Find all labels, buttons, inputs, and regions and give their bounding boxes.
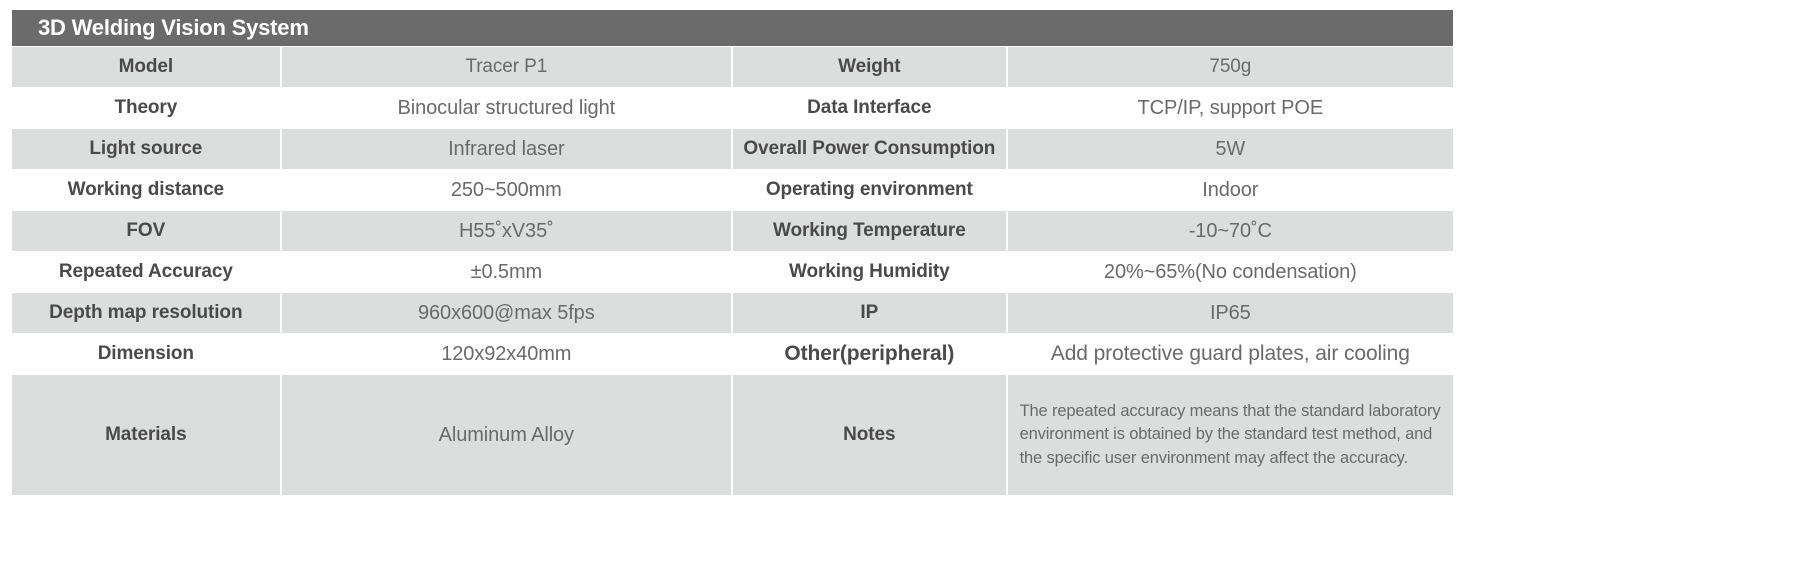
spec-value-fov: H55˚xV35˚: [281, 211, 731, 251]
value-text: Indoor: [1202, 178, 1259, 201]
value-text: 5W: [1215, 137, 1246, 160]
page-title: 3D Welding Vision System: [38, 15, 309, 40]
spec-label-materials: Materials: [12, 375, 280, 495]
table-row: Materials Aluminum Alloy Notes The repea…: [12, 375, 1453, 495]
spec-label-ip: IP: [733, 293, 1006, 333]
label-text: Overall Power Consumption: [743, 138, 996, 160]
spec-value-repeated-accuracy: ±0.5mm: [281, 252, 731, 292]
label-text: Materials: [105, 424, 187, 445]
notes-text: The repeated accuracy means that the sta…: [1019, 401, 1441, 467]
label-text: Other(peripheral): [784, 342, 955, 365]
value-text: 750g: [1209, 56, 1252, 77]
label-text: Working Temperature: [772, 220, 966, 241]
spec-value-weight: 750g: [1007, 47, 1453, 87]
value-text: IP65: [1209, 301, 1251, 324]
spec-value-operating-environment: Indoor: [1007, 170, 1453, 210]
value-text: -10~70˚C: [1188, 219, 1272, 242]
table-row: FOV H55˚xV35˚ Working Temperature -10~70…: [12, 211, 1453, 251]
spec-label-working-distance: Working distance: [12, 170, 280, 210]
spec-label-working-temperature: Working Temperature: [733, 211, 1006, 251]
table-row: Dimension 120x92x40mm Other(peripheral) …: [12, 334, 1453, 374]
spec-label-other-peripheral: Other(peripheral): [733, 334, 1006, 374]
label-text: Operating environment: [765, 179, 973, 200]
label-text: Depth map resolution: [49, 302, 243, 323]
spec-label-operating-environment: Operating environment: [733, 170, 1006, 210]
spec-value-notes: The repeated accuracy means that the sta…: [1007, 375, 1453, 495]
spec-label-theory: Theory: [12, 88, 280, 128]
value-text: 250~500mm: [450, 178, 562, 201]
value-text: 960x600@max 5fps: [418, 301, 595, 324]
table-row: Depth map resolution 960x600@max 5fps IP…: [12, 293, 1453, 333]
spec-value-working-humidity: 20%~65%(No condensation): [1007, 252, 1453, 292]
value-text: Aluminum Alloy: [438, 423, 574, 446]
spec-value-other-peripheral: Add protective guard plates, air cooling: [1007, 334, 1453, 374]
spec-value-overall-power-consumption: 5W: [1007, 129, 1453, 169]
spec-value-working-temperature: -10~70˚C: [1007, 211, 1453, 251]
spec-table: 3D Welding Vision System Model Tracer P1…: [12, 10, 1453, 495]
spec-value-theory: Binocular structured light: [281, 88, 731, 128]
value-text: H55˚xV35˚: [458, 219, 554, 242]
label-text: IP: [860, 302, 879, 323]
table-row: Repeated Accuracy ±0.5mm Working Humidit…: [12, 252, 1453, 292]
spec-label-repeated-accuracy: Repeated Accuracy: [12, 252, 280, 292]
label-text: Working distance: [67, 179, 225, 200]
spec-label-fov: FOV: [12, 211, 280, 251]
table-row: Theory Binocular structured light Data I…: [12, 88, 1453, 128]
spec-label-data-interface: Data Interface: [733, 88, 1006, 128]
value-text: TCP/IP, support POE: [1137, 96, 1324, 119]
spec-value-materials: Aluminum Alloy: [281, 375, 731, 495]
label-text: Dimension: [97, 343, 194, 364]
spec-label-working-humidity: Working Humidity: [733, 252, 1006, 292]
table-title-bar: 3D Welding Vision System: [12, 10, 1453, 46]
spec-value-data-interface: TCP/IP, support POE: [1007, 88, 1453, 128]
label-text: Theory: [114, 97, 178, 118]
label-text: Model: [118, 56, 173, 77]
table-row: Model Tracer P1 Weight 750g: [12, 47, 1453, 87]
value-text: ±0.5mm: [470, 260, 543, 283]
label-text: Weight: [838, 56, 901, 77]
table-row: Working distance 250~500mm Operating env…: [12, 170, 1453, 210]
label-text: Data Interface: [807, 97, 932, 118]
table-row: Light source Infrared laser Overall Powe…: [12, 129, 1453, 169]
value-text: 120x92x40mm: [441, 342, 572, 365]
value-text: Tracer P1: [465, 56, 548, 77]
spec-label-dimension: Dimension: [12, 334, 280, 374]
value-text: 20%~65%(No condensation): [1103, 260, 1357, 283]
spec-label-overall-power-consumption: Overall Power Consumption: [733, 129, 1006, 169]
spec-value-ip: IP65: [1007, 293, 1453, 333]
label-text: Notes: [843, 424, 896, 445]
value-text: Infrared laser: [448, 137, 565, 160]
label-text: Repeated Accuracy: [58, 261, 233, 282]
spec-value-dimension: 120x92x40mm: [281, 334, 731, 374]
spec-label-weight: Weight: [733, 47, 1006, 87]
spec-value-light-source: Infrared laser: [281, 129, 731, 169]
spec-value-working-distance: 250~500mm: [281, 170, 731, 210]
label-text: FOV: [126, 220, 166, 241]
spec-label-model: Model: [12, 47, 280, 87]
spec-label-notes: Notes: [732, 375, 1006, 495]
spec-label-depth-map-resolution: Depth map resolution: [12, 293, 280, 333]
spec-value-depth-map-resolution: 960x600@max 5fps: [281, 293, 731, 333]
spec-value-model: Tracer P1: [281, 47, 731, 87]
value-text: Binocular structured light: [397, 96, 616, 119]
spec-label-light-source: Light source: [12, 129, 280, 169]
label-text: Light source: [89, 138, 203, 159]
value-text: Add protective guard plates, air cooling: [1050, 342, 1410, 365]
label-text: Working Humidity: [789, 261, 950, 282]
